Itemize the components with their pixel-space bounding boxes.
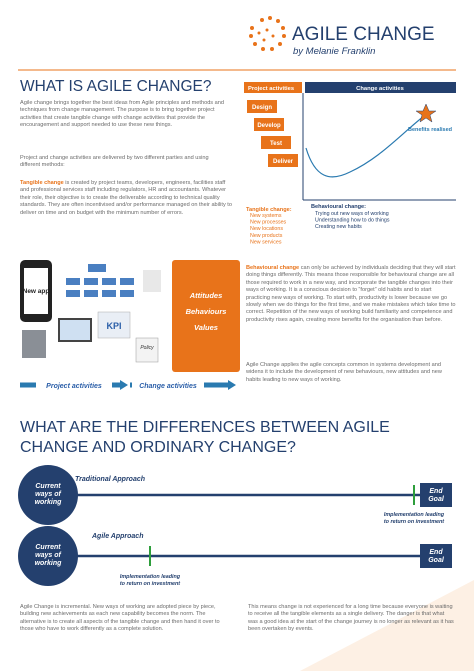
benefits-label: Benefits realised xyxy=(408,127,452,133)
kpi-board xyxy=(97,311,131,339)
star xyxy=(415,103,437,123)
text: is created by project teams, developers,… xyxy=(20,180,232,216)
paragraph: Tangible change is created by project te… xyxy=(20,180,232,217)
list-item: New processes xyxy=(250,220,287,226)
paragraph: Agile Change applies the agile concepts … xyxy=(246,362,442,383)
list-item: New products xyxy=(250,233,283,239)
start-circle xyxy=(18,526,78,586)
step-box xyxy=(268,154,298,167)
box-label: Behaviours xyxy=(186,307,227,316)
policy-doc xyxy=(135,337,159,363)
list-title: Tangible change: xyxy=(246,207,292,213)
org-chart xyxy=(66,264,134,297)
arrow xyxy=(120,380,128,390)
list-item: New locations xyxy=(250,226,283,232)
paragraph: Project and change activities are delive… xyxy=(20,155,209,169)
start-label: Current ways of working xyxy=(35,483,63,506)
paragraph: Agile change brings together the best id… xyxy=(20,100,224,129)
bg-decor xyxy=(300,580,474,671)
arrow-label-bg xyxy=(132,381,204,390)
end-box xyxy=(420,544,452,568)
paragraph: Agile Change is incremental. New ways of… xyxy=(20,604,220,633)
arrow xyxy=(228,380,236,390)
header-box xyxy=(244,82,302,93)
step-label: Design xyxy=(252,105,272,111)
end-label: End Goal xyxy=(428,549,445,564)
text: can only be achieved by individuals deci… xyxy=(246,265,456,323)
header-label: Project activities xyxy=(248,86,294,92)
start-circle xyxy=(18,465,78,525)
kpi-label: KPI xyxy=(106,321,121,331)
paragraph: This means change is not experienced for… xyxy=(248,604,454,633)
list-item: Trying out new ways of working xyxy=(315,211,389,217)
curve xyxy=(305,115,425,178)
policy-label: Policy xyxy=(140,345,154,351)
box-label: Values xyxy=(194,323,218,332)
title: AGILE CHANGE xyxy=(292,24,435,45)
header-label: Change activities xyxy=(356,86,404,92)
header-box xyxy=(305,82,456,93)
logo xyxy=(249,16,286,51)
step-box xyxy=(254,118,284,131)
approach-label: Agile Approach xyxy=(91,533,143,540)
list-item: New systems xyxy=(250,213,282,219)
lead: Tangible change xyxy=(20,180,64,186)
step-label: Deliver xyxy=(273,159,294,165)
flow xyxy=(143,270,161,292)
heading: WHAT ARE THE DIFFERENCES BETWEEN AGILE C… xyxy=(20,419,390,456)
list-item: Creating new habits xyxy=(315,224,362,230)
paragraph: Behavioural change can only be achieved … xyxy=(246,265,456,324)
milestone-label: Implementation leading to return on inves… xyxy=(120,574,181,587)
end-label: End Goal xyxy=(428,488,445,503)
monitor-screen xyxy=(60,320,90,340)
start-label: Current ways of working xyxy=(35,544,63,567)
step-label: Develop xyxy=(257,123,281,129)
phone-screen xyxy=(24,268,48,314)
arrow-label-bg xyxy=(36,381,112,390)
step-label: Test xyxy=(270,141,282,147)
subtitle: by Melanie Franklin xyxy=(293,46,375,57)
list-title: Behavioural change: xyxy=(311,204,366,210)
step-box xyxy=(247,100,277,113)
phone-label: New app xyxy=(23,288,50,295)
lead: Behavioural change xyxy=(246,265,300,271)
arrow-label: Change activities xyxy=(139,383,197,390)
box-label: Attitudes xyxy=(189,291,223,300)
arrow-label: Project activities xyxy=(46,383,102,390)
heading: WHAT IS AGILE CHANGE? xyxy=(20,78,212,95)
printer xyxy=(22,330,46,358)
approach-label: Traditional Approach xyxy=(75,476,145,483)
milestone-label: Implementation leading to return on inves… xyxy=(384,512,445,525)
list-item: New services xyxy=(250,239,282,245)
end-box xyxy=(420,483,452,507)
orange-box xyxy=(172,260,240,372)
step-box xyxy=(261,136,291,149)
list-item: Understanding how to do things xyxy=(315,218,390,224)
